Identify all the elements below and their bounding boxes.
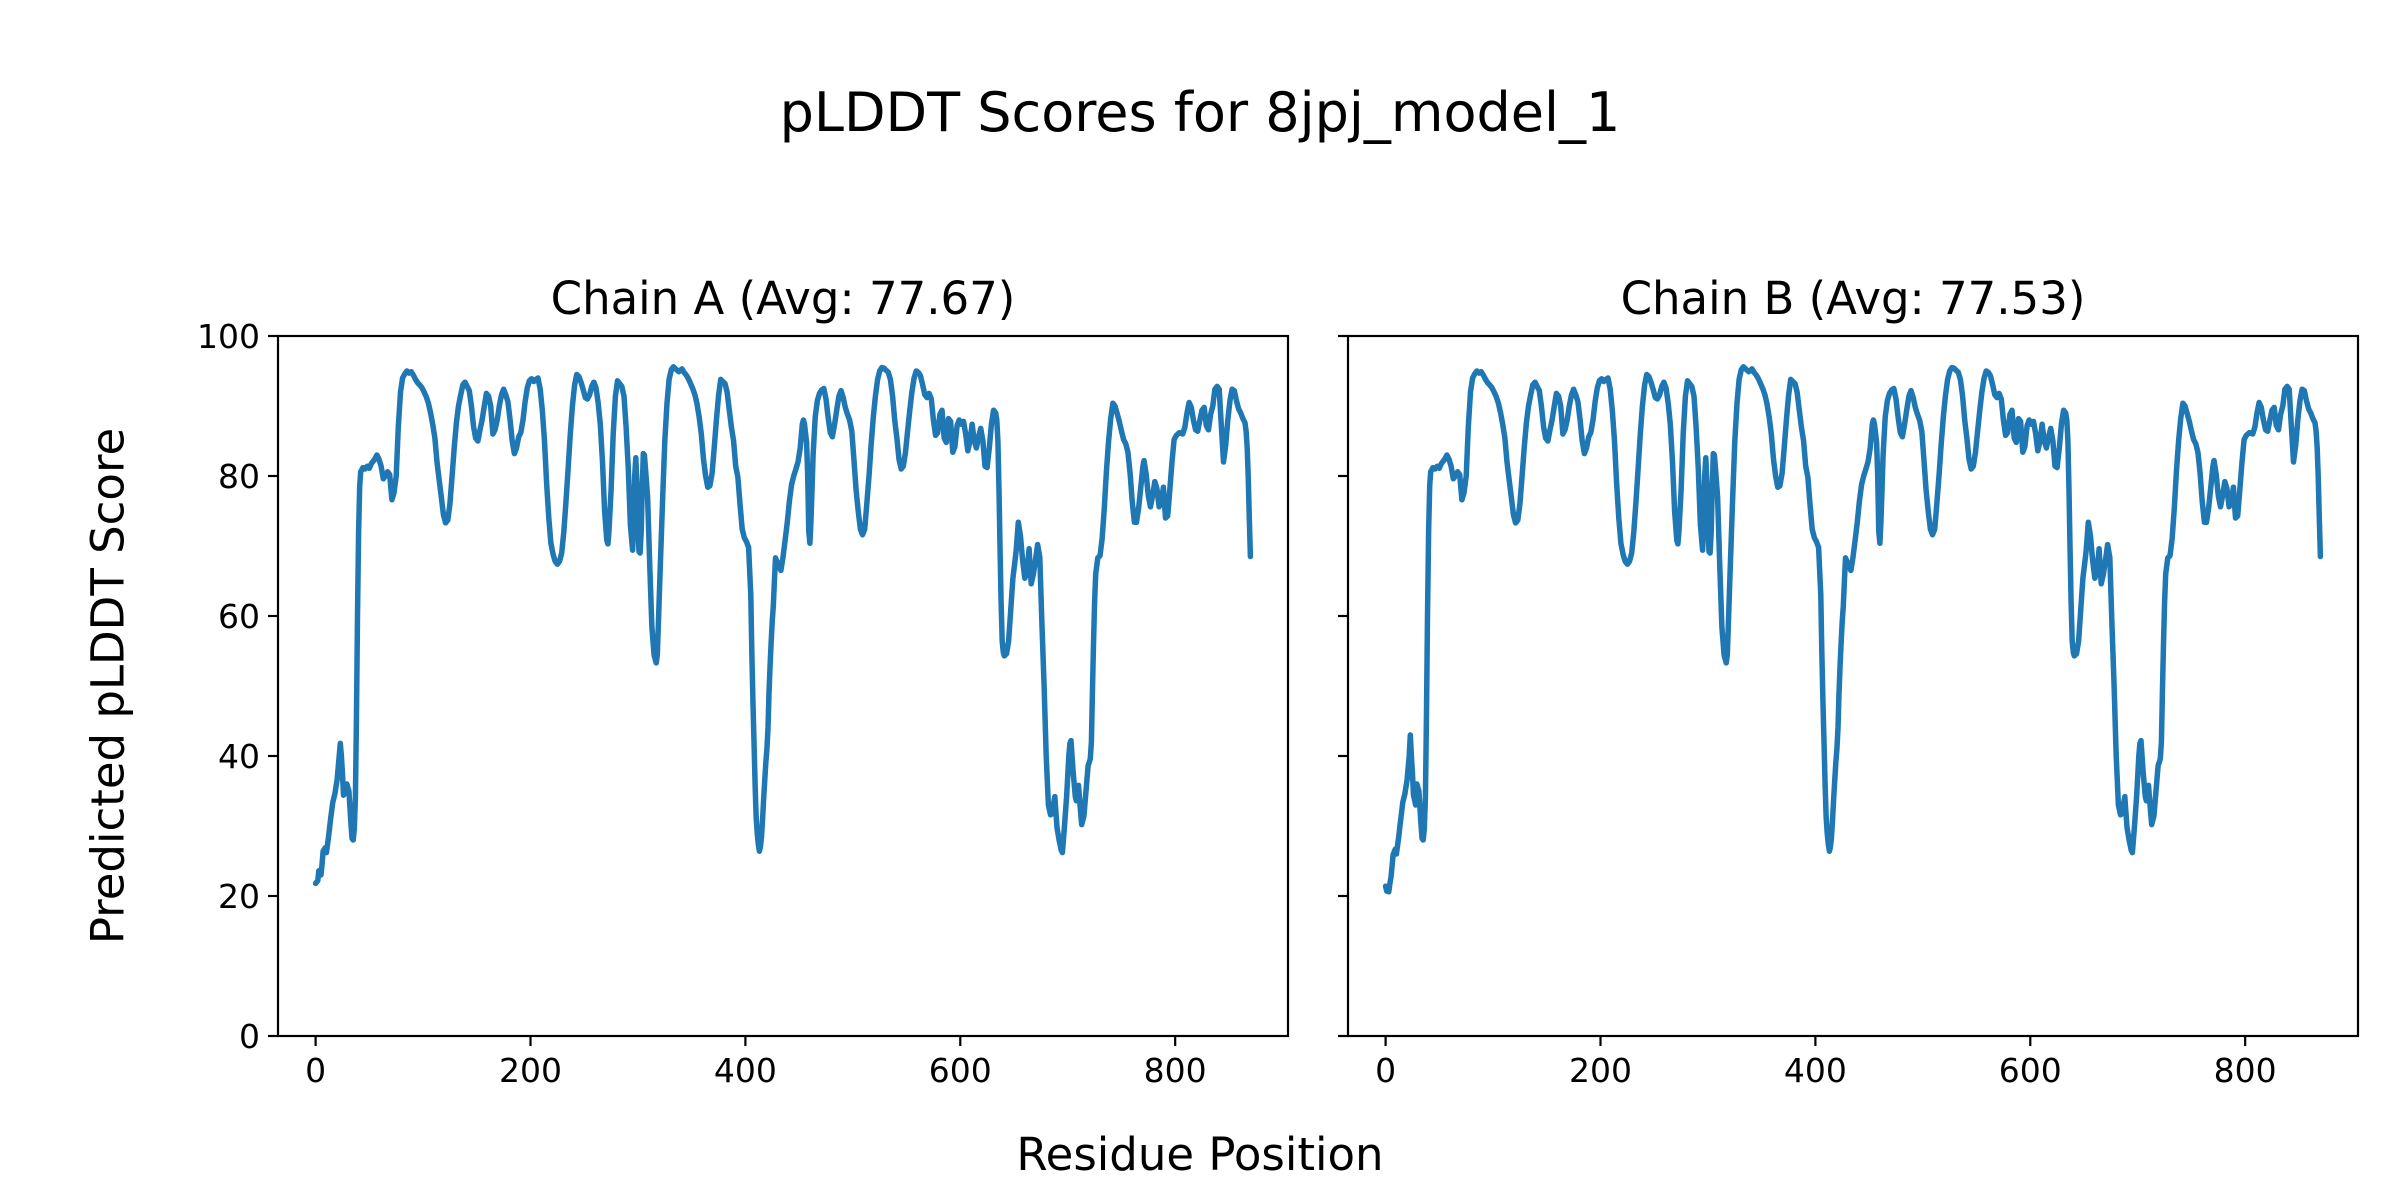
y-tick-label: 20	[218, 877, 260, 916]
x-tick-label: 600	[929, 1051, 992, 1090]
x-tick-label: 0	[1375, 1051, 1396, 1090]
x-tick-label: 200	[1569, 1051, 1632, 1090]
figure-title: pLDDT Scores for 8jpj_model_1	[779, 81, 1621, 144]
plddt-line-chain-b	[1382, 364, 2324, 895]
subplot-a-title: Chain A (Avg: 77.67)	[550, 272, 1016, 325]
subplot-b-title: Chain B (Avg: 77.53)	[1620, 272, 2086, 325]
x-tick-label: 400	[1784, 1051, 1847, 1090]
x-tick-label: 800	[1144, 1051, 1207, 1090]
y-tick-label: 80	[218, 457, 260, 496]
y-axis-label: Predicted pLDDT Score	[81, 427, 135, 945]
y-tick-label: 40	[218, 737, 260, 776]
x-tick-label: 400	[714, 1051, 777, 1090]
x-tick-label: 600	[1999, 1051, 2062, 1090]
y-tick-label: 60	[218, 597, 260, 636]
x-axis-label: Residue Position	[1016, 1128, 1384, 1181]
y-tick-label: 100	[197, 317, 260, 356]
plddt-line-chain-a	[312, 364, 1254, 887]
x-tick-label: 0	[305, 1051, 326, 1090]
x-tick-label: 800	[2214, 1051, 2277, 1090]
x-tick-label: 200	[499, 1051, 562, 1090]
axes-spines	[1346, 334, 2360, 1038]
axes-spines	[276, 334, 1290, 1038]
y-tick-label: 0	[239, 1017, 260, 1056]
